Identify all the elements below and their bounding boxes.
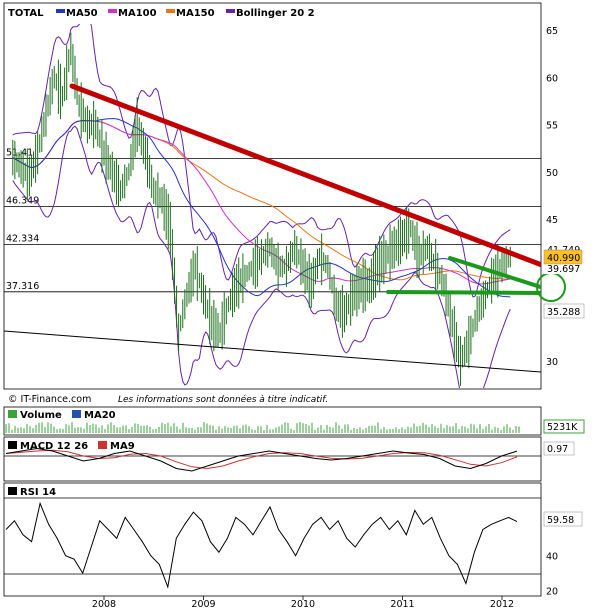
legend: TOTAL MA50 MA100 MA150 Bollinger 20 2: [8, 8, 315, 19]
rsi-value: 59.58: [547, 515, 574, 526]
price-box-2-label: 39.697: [547, 264, 580, 275]
level-label: 46.349: [6, 195, 39, 206]
price-box-3: [543, 303, 585, 319]
price-boxes: 41.749 39.697 40.990 35.288: [543, 243, 592, 319]
volume-legend: Volume: [20, 410, 62, 421]
rsi-legend: RSI 14: [20, 487, 56, 498]
volume-value-box: [543, 419, 585, 434]
legend-ma100: MA100: [118, 8, 157, 19]
volume-value: 5231K: [547, 422, 578, 433]
rsi-line: [5, 501, 518, 589]
time-tick-label: 2012: [490, 599, 514, 608]
rsi-value-box: [543, 511, 583, 527]
legend-total: TOTAL: [8, 8, 44, 19]
level-label: 51.41: [6, 148, 33, 159]
support-line-rising: [448, 256, 541, 290]
volume-ma-swatch: [72, 410, 81, 418]
last-price-label: 40.990: [547, 253, 580, 264]
macd-legend: MACD 12 26: [20, 441, 88, 452]
price-tick-label: 65: [546, 26, 558, 37]
rsi-legend-swatch: [8, 487, 17, 495]
bollinger-lower-line: [12, 125, 511, 388]
time-tick-label: 2010: [291, 599, 315, 608]
macd-ma-legend: MA9: [110, 441, 135, 452]
price-bars: [12, 32, 511, 386]
level-lines: 51.41 46.349 42.334 37.316: [4, 148, 541, 293]
last-price-box: [543, 249, 583, 265]
price-tick-label: 55: [546, 121, 558, 132]
legend-ma50-swatch: [56, 9, 65, 13]
macd-panel: [3, 436, 542, 482]
legend-ma50: MA50: [66, 8, 98, 19]
bollinger-upper-line: [12, 24, 511, 298]
time-axis: 2008 2009 2010 2011 2012: [92, 596, 514, 608]
time-tick-label: 2009: [191, 599, 215, 608]
macd-value: 0.97: [547, 444, 568, 455]
price-box-2: [544, 262, 592, 274]
macd-legend-swatch: [8, 441, 17, 449]
volume-bars: [5, 422, 520, 433]
legend-ma150: MA150: [176, 8, 215, 19]
macd-line: [5, 447, 518, 472]
price-tick-label: 30: [546, 357, 558, 368]
volume-legend-swatch: [8, 410, 17, 418]
rsi-panel: [3, 482, 542, 597]
level-label: 42.334: [6, 233, 39, 244]
legend-bollinger: Bollinger 20 2: [236, 8, 315, 19]
long-term-support-line: [4, 330, 541, 373]
disclaimer: Les informations sont données à titre in…: [118, 394, 328, 405]
price-tick-label: 45: [546, 215, 558, 226]
support-line-horizontal: [386, 290, 541, 295]
macd-value-box: [543, 441, 575, 456]
price-tick-label: 50: [546, 168, 558, 179]
rsi-tick-label: 20: [546, 587, 558, 598]
resistance-trendline: [69, 83, 541, 268]
volume-panel: [3, 406, 542, 436]
level-label: 37.316: [6, 281, 39, 292]
macd-ma-swatch: [98, 441, 107, 449]
time-tick-label: 2008: [92, 599, 116, 608]
legend-ma150-swatch: [166, 9, 175, 13]
legend-ma100-swatch: [108, 9, 117, 13]
legend-bollinger-swatch: [226, 9, 235, 13]
time-tick-label: 2011: [390, 599, 414, 608]
macd-signal-line: [5, 449, 518, 470]
volume-ma-legend: MA20: [84, 410, 116, 421]
price-tick-label: 60: [546, 73, 558, 84]
copyright: © IT-Finance.com: [8, 394, 91, 405]
price-panel: [3, 2, 542, 390]
rsi-tick-label: 40: [546, 552, 558, 563]
price-box-3-label: 35.288: [547, 307, 580, 318]
